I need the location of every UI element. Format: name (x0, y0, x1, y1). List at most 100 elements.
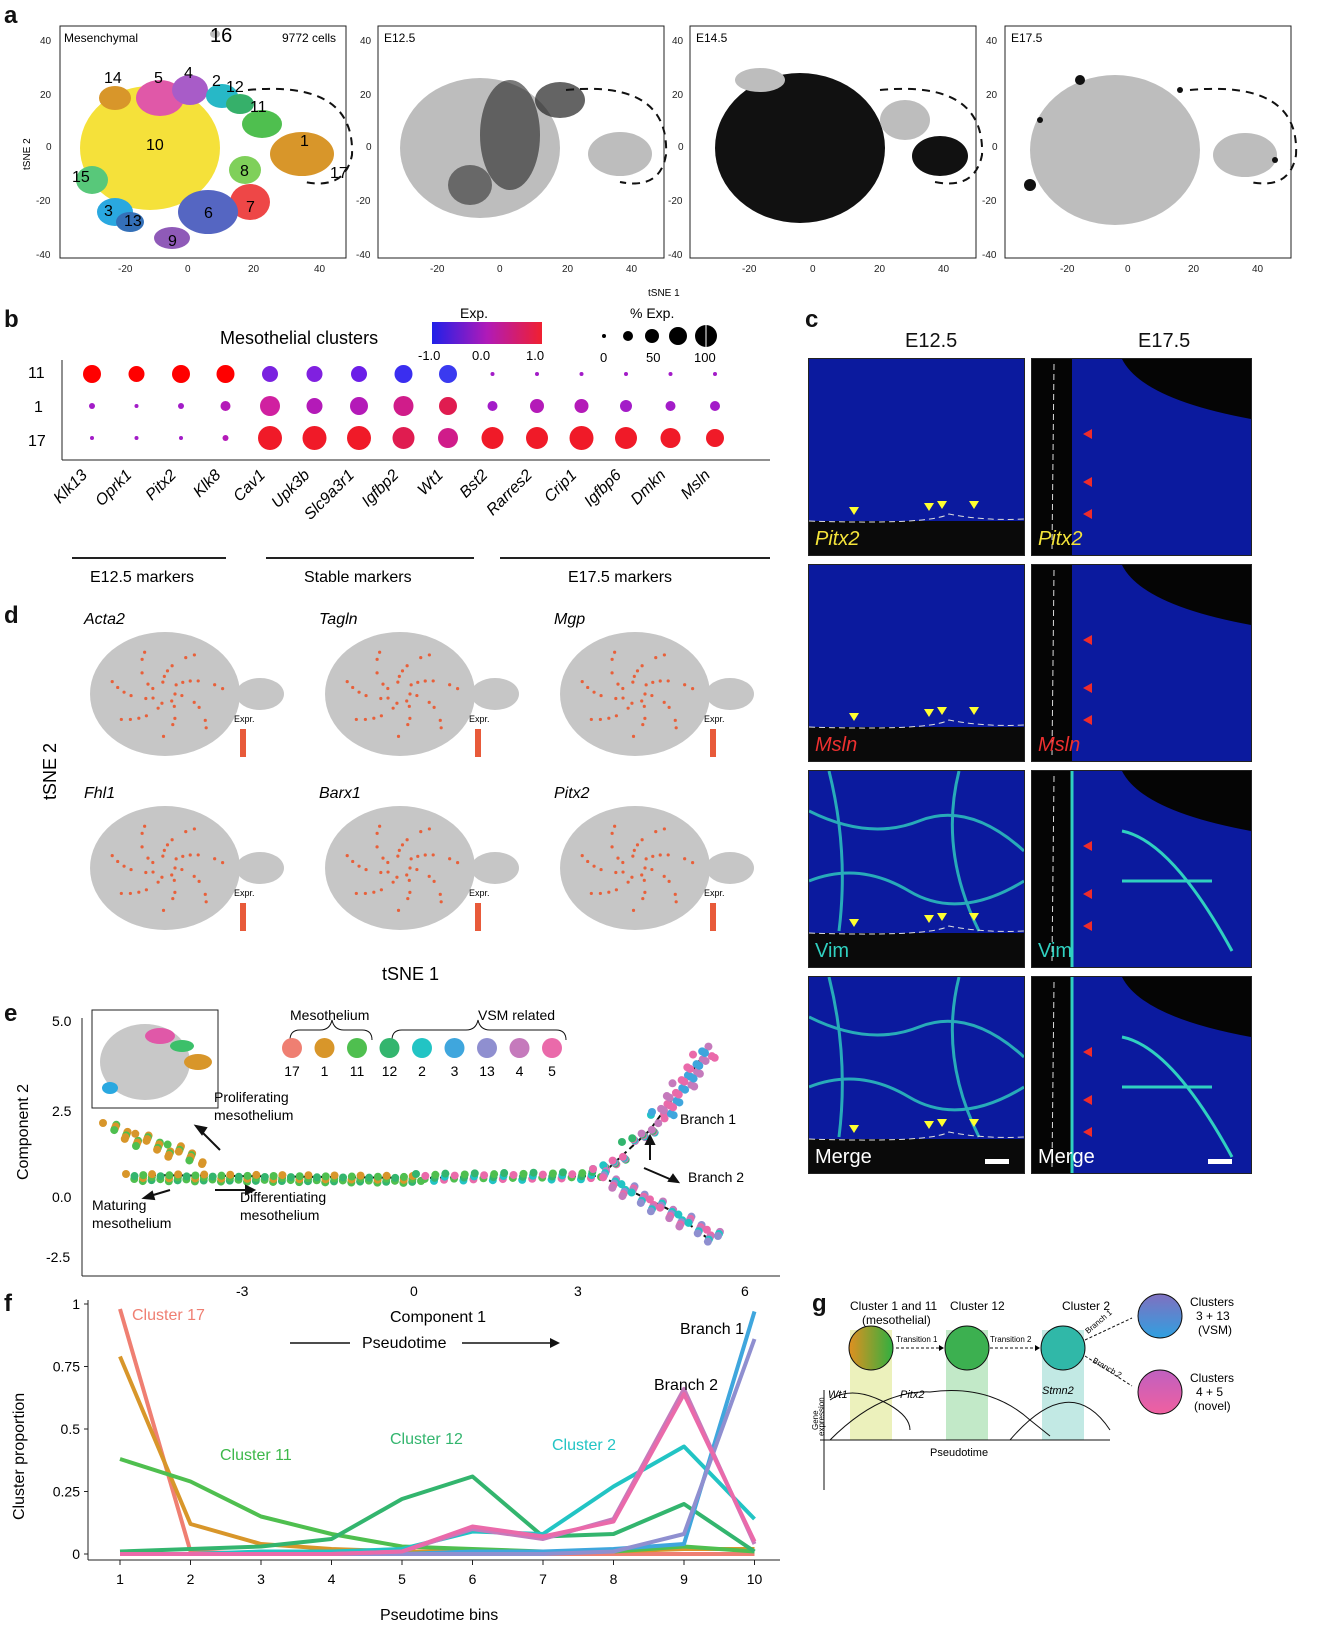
gene-label: Msln (678, 467, 714, 503)
svg-text:-40: -40 (36, 250, 51, 261)
svg-text:20: 20 (1188, 264, 1200, 275)
dotplot-dot (302, 426, 327, 450)
dotplot-dot (710, 401, 720, 411)
svg-text:mesothelium: mesothelium (240, 1207, 319, 1223)
exp-legend-ticks: -1.0 0.0 1.0 (418, 348, 544, 363)
feature-plot-pitx2: Pitx2 Expr. (554, 785, 754, 931)
svg-text:-40: -40 (668, 250, 683, 261)
tsne-cluster-labels: 16 14 5 4 2 12 11 1 17 10 8 15 7 6 3 13 … (72, 25, 348, 250)
svg-text:-1.0: -1.0 (418, 348, 440, 363)
gene-label: Igfbp2 (359, 467, 403, 511)
svg-text:40: 40 (360, 36, 372, 47)
line-chart-yticks: 0 0.25 0.5 0.75 1 (53, 1296, 88, 1562)
dotplot-dot (178, 403, 184, 409)
cluster-label: 4 (184, 65, 193, 82)
panel-label-b: b (4, 306, 19, 333)
dotplot-dot (526, 427, 548, 449)
dotplot-dot (128, 366, 145, 382)
gene-label: Klk13 (51, 467, 91, 507)
feature-xlabel: tSNE 1 (382, 964, 439, 984)
dotplot-dot (172, 365, 190, 383)
xtick: 6 (469, 1571, 477, 1587)
svg-text:Clusters: Clusters (1190, 1371, 1234, 1385)
svg-text:20: 20 (40, 90, 52, 101)
g-cluster2-label: Cluster 2 (1062, 1299, 1110, 1313)
panel-label-f: f (4, 1290, 12, 1317)
svg-text:Expr.: Expr. (704, 714, 725, 724)
line-chart-series (118, 1308, 757, 1556)
cluster-label: 15 (72, 169, 90, 186)
dotplot-dot (258, 426, 282, 450)
dotplot-dot (439, 365, 457, 383)
dotplot-dot (530, 399, 544, 413)
svg-text:Branch 2: Branch 2 (1091, 1356, 1124, 1380)
dotplot-dot (665, 401, 676, 411)
tsne-frame-e17 (1004, 25, 1292, 259)
legend-cluster-label: 12 (382, 1063, 398, 1079)
ytick: 0.25 (53, 1484, 80, 1500)
dotplot-dot (438, 428, 458, 448)
svg-text:Branch 1: Branch 1 (680, 1111, 736, 1127)
line-chart-xticks: 1 2 3 4 5 6 7 8 9 10 (116, 1560, 762, 1587)
xtick: 1 (116, 1571, 124, 1587)
col-header-e17: E17.5 (1138, 330, 1191, 352)
svg-text:Tagln: Tagln (319, 611, 358, 628)
svg-text:3 + 13: 3 + 13 (1196, 1309, 1230, 1323)
svg-text:40: 40 (938, 264, 950, 275)
svg-text:Pitx2: Pitx2 (554, 785, 590, 802)
svg-text:20: 20 (360, 90, 372, 101)
dotplot-dot (392, 427, 415, 449)
dotplot-dot (624, 372, 628, 376)
g-gene-labels: Wt1 Pitx2 Stmn2 (828, 1385, 1074, 1401)
ytick: 0.75 (53, 1359, 80, 1375)
svg-text:-20: -20 (356, 196, 371, 207)
svg-text:11: 11 (28, 365, 45, 382)
size-legend (602, 325, 717, 347)
dotplot-dot (134, 436, 139, 440)
dotplot-dot (347, 426, 371, 450)
panel-label-c: c (805, 306, 819, 333)
svg-text:5.0: 5.0 (52, 1013, 72, 1029)
dotplot-title: Mesothelial clusters (220, 328, 378, 348)
micrograph-label: Pitx2 (1038, 528, 1083, 550)
gene-label: Bst2 (457, 467, 492, 502)
svg-text:40: 40 (1252, 264, 1264, 275)
dotplot-dot (481, 427, 504, 449)
cluster-label: 9 (168, 233, 177, 250)
dotplot-dot (179, 436, 183, 440)
dotplot-dot (306, 398, 323, 414)
svg-text:Stmn2: Stmn2 (1042, 1385, 1074, 1397)
micrograph-label: Vim (815, 940, 850, 962)
legend-cluster-label: 1 (321, 1063, 329, 1079)
micrograph-label: Merge (1038, 1146, 1095, 1168)
series-line (119, 1457, 755, 1554)
dotplot-dot (222, 435, 229, 441)
size-legend-ticks: 0 50 100 (600, 350, 716, 365)
feature-plot-barx1: Barx1 Expr. (319, 785, 519, 931)
svg-text:0: 0 (992, 142, 998, 153)
dotplot-dot (660, 428, 681, 448)
cluster-label: 1 (300, 133, 309, 150)
cluster-label: 8 (240, 163, 249, 180)
svg-text:0.0: 0.0 (52, 1189, 72, 1205)
dotplot-dot (706, 429, 724, 447)
panel-d-feature-plots: Acta2Expr.TaglnExpr.MgpExpr.Fhl1Expr.Bar… (40, 611, 754, 984)
col-header-e12: E12.5 (905, 330, 958, 352)
group-vsm: VSM related (478, 1007, 555, 1023)
svg-text:1: 1 (34, 399, 43, 416)
svg-text:3: 3 (574, 1283, 582, 1299)
svg-text:Maturing: Maturing (92, 1197, 146, 1213)
line-chart-xlabel: Pseudotime bins (380, 1607, 498, 1624)
svg-text:Barx1: Barx1 (319, 785, 361, 802)
svg-text:40: 40 (672, 36, 684, 47)
micrograph-vim-e12: Vim (808, 770, 1025, 968)
svg-text:40: 40 (314, 264, 326, 275)
tsne-stage-e12: E12.5 (384, 31, 668, 218)
tsne-stage-e14: E14.5 (696, 31, 984, 223)
svg-text:6: 6 (741, 1283, 749, 1299)
svg-text:20: 20 (562, 264, 574, 275)
label-branch2: Branch 2 (654, 1377, 718, 1394)
